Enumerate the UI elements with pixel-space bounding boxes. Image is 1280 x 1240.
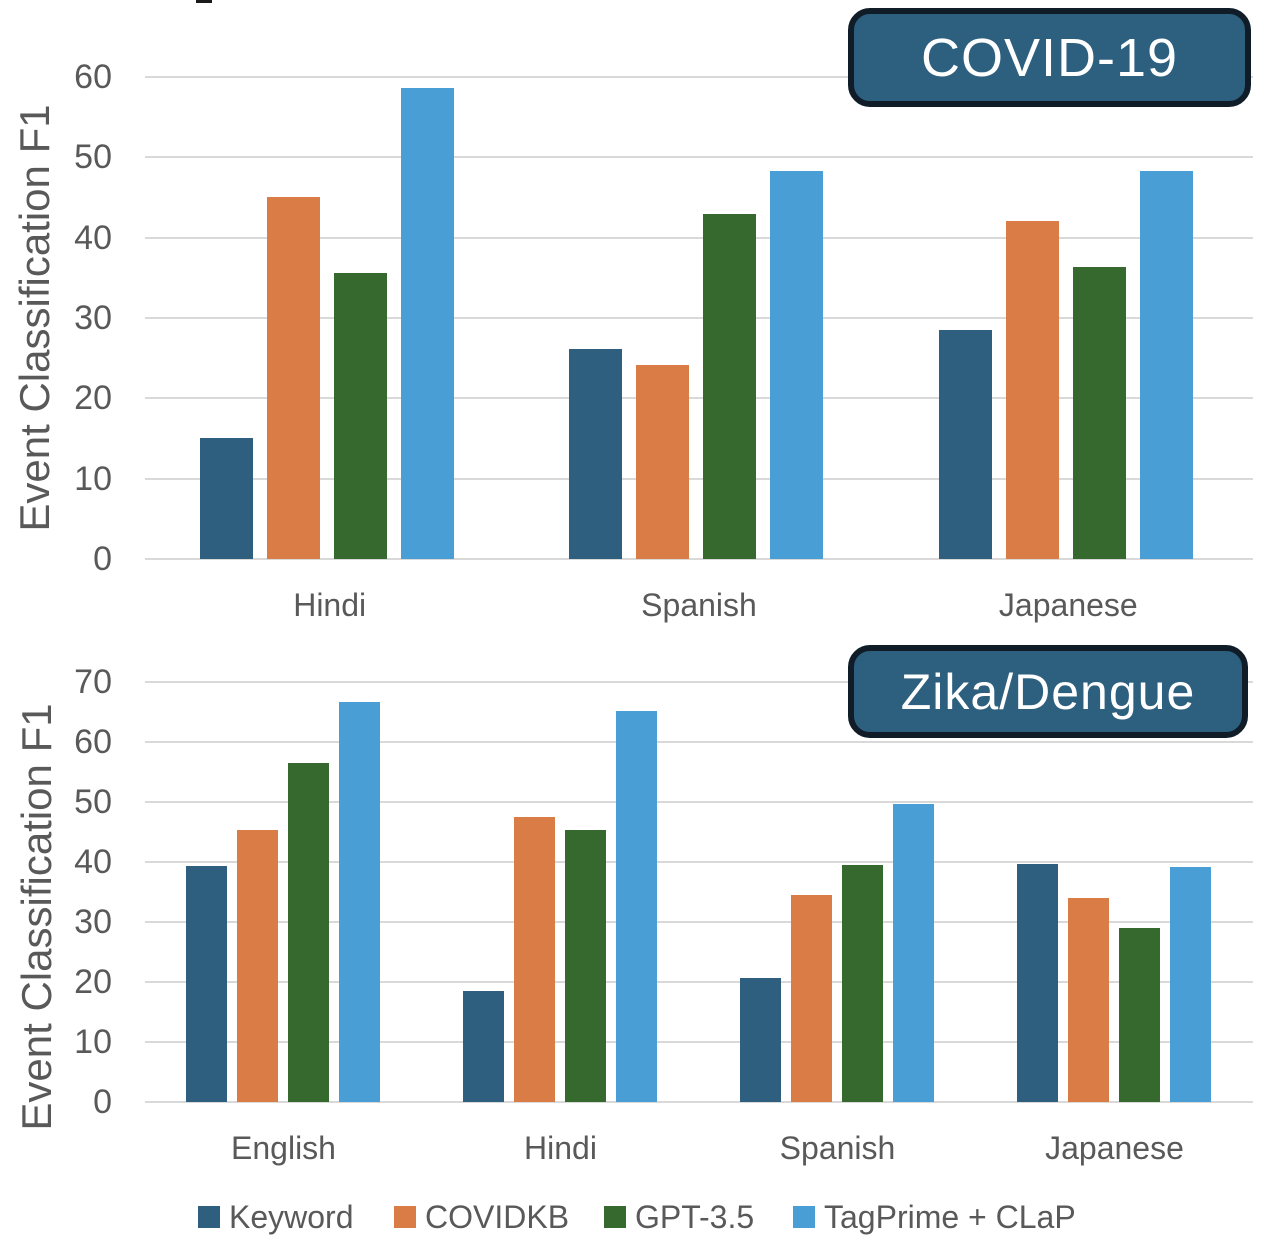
gridline-y20 (145, 397, 1253, 400)
gridline-y40 (145, 861, 1253, 863)
y-tick-label-10: 10 (74, 459, 112, 498)
covid-title-badge: COVID-19 (848, 8, 1251, 107)
bar-covid-19-spanish-covidkb (636, 364, 690, 559)
x-category-label-japanese: Japanese (1045, 1130, 1184, 1166)
y-axis-title-covid: Event Classification F1 (11, 104, 58, 532)
gridline-y50 (145, 156, 1253, 159)
y-tick-label-0: 0 (93, 1083, 112, 1121)
y-tick-label-70: 70 (74, 663, 112, 701)
bar-zika-dengue-hindi-tagprime-clap (616, 711, 657, 1102)
legend-item-covidkb: COVIDKB (394, 1200, 569, 1234)
bar-covid-19-hindi-covidkb (267, 196, 320, 559)
cropped-title-fragment (196, 0, 212, 3)
legend-swatch-tagprime-clap (793, 1206, 815, 1228)
bar-covid-19-spanish-gpt-3-5 (703, 213, 757, 559)
bar-covid-19-japanese-covidkb (1005, 220, 1059, 559)
bar-covid-19-japanese-tagprime-clap (1139, 170, 1193, 559)
gridline-y60 (145, 76, 1253, 78)
y-tick-label-50: 50 (74, 138, 112, 177)
bar-covid-19-hindi-gpt-3-5 (334, 273, 387, 559)
bar-zika-dengue-japanese-keyword (1017, 864, 1058, 1102)
legend-swatch-covidkb (394, 1206, 416, 1228)
zika-dengue-title-badge: Zika/Dengue (848, 645, 1248, 738)
y-tick-label-0: 0 (93, 540, 112, 578)
x-category-label-japanese: Japanese (998, 587, 1138, 623)
bar-zika-dengue-english-covidkb (237, 829, 278, 1102)
legend-item-gpt-3-5: GPT-3.5 (604, 1200, 754, 1234)
legend-label: Keyword (229, 1199, 354, 1235)
legend-item-tagprime-clap: TagPrime + CLaP (793, 1200, 1076, 1234)
gridline-y10 (145, 477, 1253, 480)
y-tick-label-20: 20 (74, 379, 112, 418)
bar-covid-19-japanese-keyword (938, 330, 992, 559)
covid-title-text: COVID-19 (920, 27, 1179, 88)
y-tick-label-50: 50 (74, 783, 112, 821)
zika-dengue-title-text: Zika/Dengue (900, 663, 1196, 720)
legend-label: COVIDKB (425, 1199, 570, 1235)
bar-zika-dengue-hindi-covidkb (514, 817, 555, 1102)
y-tick-label-20: 20 (74, 963, 112, 1001)
bar-zika-dengue-japanese-tagprime-clap (1170, 867, 1211, 1102)
bar-zika-dengue-hindi-gpt-3-5 (565, 829, 606, 1102)
gridline-y30 (145, 921, 1253, 923)
bar-covid-19-spanish-keyword (569, 349, 623, 559)
gridline-y0 (145, 1101, 1253, 1103)
bar-zika-dengue-english-tagprime-clap (339, 702, 380, 1102)
bar-covid-19-japanese-gpt-3-5 (1072, 267, 1126, 559)
bar-zika-dengue-spanish-gpt-3-5 (842, 865, 883, 1102)
legend-swatch-gpt-3-5 (604, 1206, 626, 1228)
x-category-label-spanish: Spanish (779, 1130, 896, 1166)
x-category-label-hindi: Hindi (293, 587, 367, 623)
gridline-y60 (145, 741, 1253, 743)
bar-zika-dengue-english-keyword (186, 866, 227, 1102)
bar-covid-19-spanish-tagprime-clap (770, 170, 824, 559)
y-tick-label-10: 10 (74, 1023, 112, 1061)
x-category-label-hindi: Hindi (524, 1130, 597, 1166)
gridline-y0 (145, 558, 1253, 560)
y-tick-label-40: 40 (74, 218, 112, 257)
bar-zika-dengue-hindi-keyword (463, 991, 504, 1102)
bar-covid-19-hindi-tagprime-clap (401, 88, 454, 559)
bar-zika-dengue-japanese-covidkb (1068, 898, 1109, 1102)
bar-zika-dengue-japanese-gpt-3-5 (1119, 928, 1160, 1102)
bar-covid-19-hindi-keyword (200, 437, 253, 559)
legend-label: GPT-3.5 (635, 1199, 755, 1235)
gridline-y10 (145, 1041, 1253, 1043)
x-category-label-english: English (231, 1130, 336, 1166)
bar-zika-dengue-spanish-covidkb (791, 895, 832, 1102)
gridline-y70 (145, 681, 1253, 683)
gridline-y20 (145, 981, 1253, 983)
y-tick-label-60: 60 (74, 58, 112, 96)
gridline-y30 (145, 317, 1253, 319)
gridline-y50 (145, 801, 1253, 803)
y-tick-label-60: 60 (74, 723, 112, 761)
y-tick-label-30: 30 (74, 903, 112, 941)
y-tick-label-30: 30 (74, 299, 112, 337)
bar-zika-dengue-english-gpt-3-5 (288, 763, 329, 1102)
bar-zika-dengue-spanish-tagprime-clap (893, 803, 934, 1102)
legend-item-keyword: Keyword (198, 1200, 354, 1234)
y-tick-label-40: 40 (74, 843, 112, 881)
legend-swatch-keyword (198, 1206, 220, 1228)
bar-zika-dengue-spanish-keyword (740, 978, 781, 1102)
legend-label: TagPrime + CLaP (824, 1199, 1076, 1235)
x-category-label-spanish: Spanish (641, 587, 757, 623)
gridline-y40 (145, 236, 1253, 239)
y-axis-title-zika-dengue: Event Classification F1 (13, 703, 60, 1131)
